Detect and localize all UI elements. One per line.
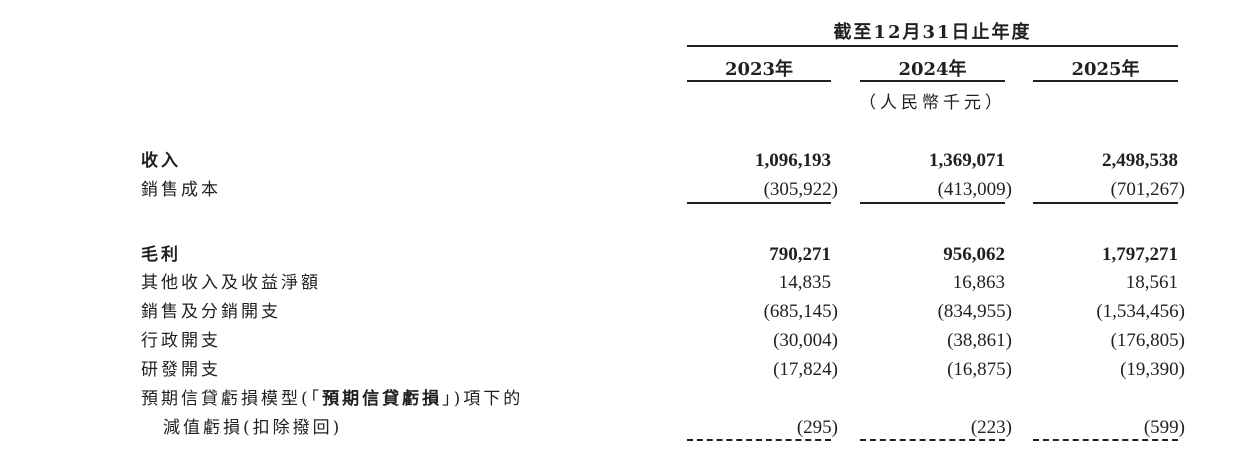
- divider: [1033, 80, 1178, 82]
- cell-value: (16,875): [947, 359, 1012, 380]
- cell-value: (176,805): [1110, 330, 1185, 351]
- cell-value: (685,145): [763, 301, 838, 322]
- dashed-line: [1033, 439, 1178, 441]
- row-label: 銷售及分銷開支: [141, 302, 281, 322]
- subtotal-line: [860, 202, 1005, 204]
- row-label: 減值虧損(扣除撥回): [163, 418, 343, 438]
- row-label: 銷售成本: [141, 180, 221, 200]
- divider: [687, 45, 1178, 47]
- row-label: 收入: [141, 151, 181, 171]
- unit-label: （人民幣千元）: [859, 93, 1006, 113]
- cell-value: (413,009): [937, 179, 1012, 200]
- cell-value: 1,096,193: [755, 150, 831, 171]
- subtotal-line: [1033, 202, 1178, 204]
- cell-value: 1,797,271: [1102, 244, 1178, 265]
- divider: [860, 80, 1005, 82]
- row-label: 行政開支: [141, 331, 221, 351]
- year-2024: 2024年: [898, 59, 967, 80]
- period-heading: 截至12月31日止年度: [833, 22, 1032, 43]
- cell-value: 16,863: [952, 272, 1005, 293]
- cell-value: (1,534,456): [1096, 301, 1185, 322]
- row-label-part: 」)項下的: [442, 389, 524, 409]
- cell-value: (223): [970, 417, 1012, 438]
- cell-value: 18,561: [1125, 272, 1178, 293]
- row-label-part: 預期信貸虧損: [322, 389, 443, 409]
- cell-value: 2,498,538: [1102, 150, 1178, 171]
- cell-value: (599): [1143, 417, 1185, 438]
- row-label: 研發開支: [141, 360, 221, 380]
- row-label: 預期信貸虧損模型(「預期信貸虧損」)項下的: [141, 389, 523, 409]
- cell-value: (38,861): [947, 330, 1012, 351]
- cell-value: (834,955): [937, 301, 1012, 322]
- year-2025: 2025年: [1071, 59, 1140, 80]
- row-label: 其他收入及收益淨額: [141, 273, 321, 293]
- cell-value: 956,062: [943, 244, 1005, 265]
- cell-value: 1,369,071: [929, 150, 1005, 171]
- subtotal-line: [687, 202, 831, 204]
- cell-value: (19,390): [1120, 359, 1185, 380]
- cell-value: (701,267): [1110, 179, 1185, 200]
- cell-value: (295): [796, 417, 838, 438]
- dashed-line: [687, 439, 831, 441]
- row-label: 毛利: [141, 245, 181, 265]
- cell-value: 14,835: [778, 272, 831, 293]
- dashed-line: [860, 439, 1005, 441]
- cell-value: (305,922): [763, 179, 838, 200]
- row-label-part: 預期信貸虧損模型(「: [141, 389, 323, 409]
- divider: [687, 80, 831, 82]
- cell-value: (17,824): [773, 359, 838, 380]
- cell-value: (30,004): [773, 330, 838, 351]
- year-2023: 2023年: [724, 59, 794, 80]
- cell-value: 790,271: [769, 244, 831, 265]
